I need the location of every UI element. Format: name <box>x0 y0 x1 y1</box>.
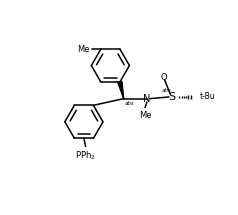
Text: abs: abs <box>124 101 134 106</box>
Text: Me: Me <box>139 111 151 120</box>
Text: abs: abs <box>162 88 171 93</box>
Polygon shape <box>118 81 124 99</box>
Text: N: N <box>143 94 150 104</box>
Text: Me: Me <box>78 45 90 54</box>
Text: PPh$_2$: PPh$_2$ <box>75 150 96 163</box>
Text: t-Bu: t-Bu <box>200 92 215 101</box>
Text: O: O <box>160 73 167 82</box>
Text: S: S <box>168 92 175 102</box>
